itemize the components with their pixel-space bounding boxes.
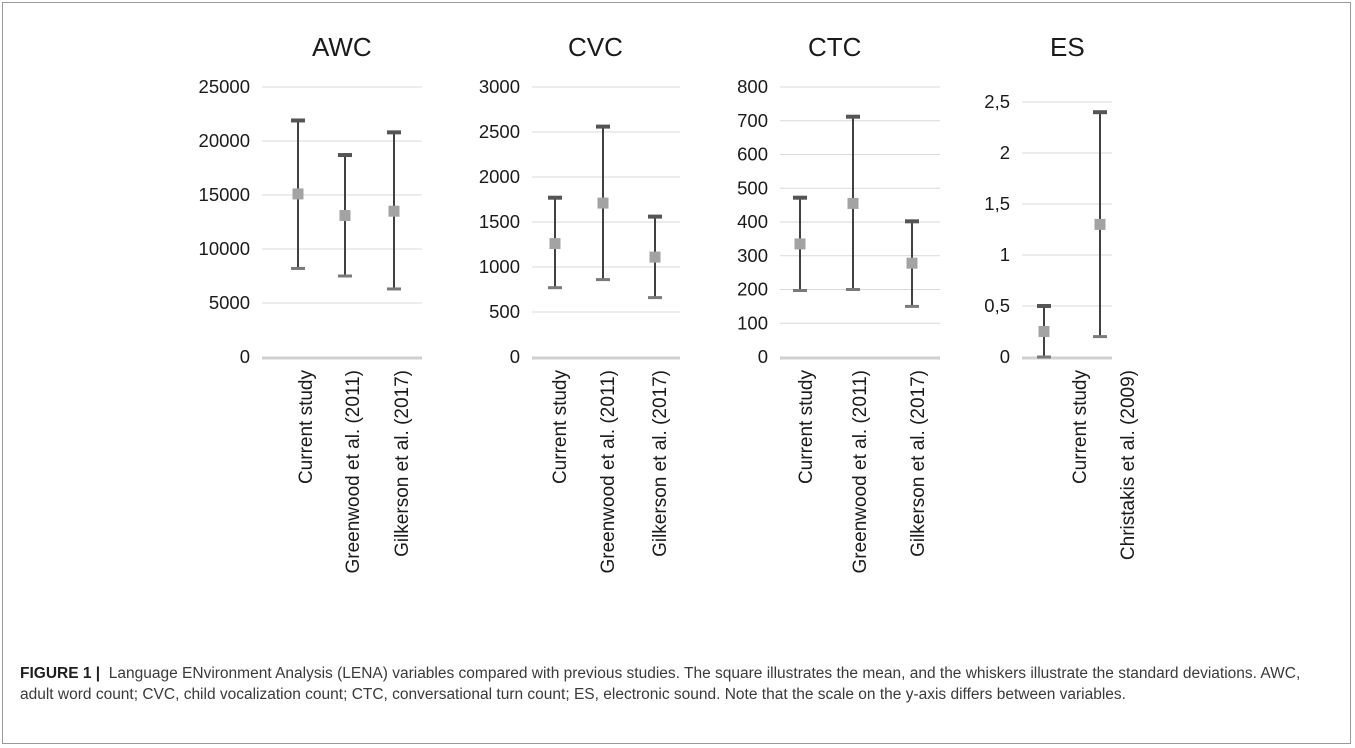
mean-marker [388,205,400,217]
y-tick-label: 400 [737,211,768,232]
y-tick-label: 1 [1000,244,1010,265]
y-tick-label: 500 [489,301,520,322]
mean-marker [292,188,304,200]
chart-title: ES [1050,32,1085,62]
chart-title: AWC [312,32,372,62]
caption-text: Language ENvironment Analysis (LENA) var… [20,665,1301,703]
y-tick-label: 3000 [479,76,520,97]
mean-marker [339,210,351,222]
mean-marker [597,197,609,209]
mean-marker [649,251,661,263]
chart-panel-ctc: CTC 0 100 200 300 400 500 600 700 800 Current stud… [737,32,940,574]
x-category-label: Greenwood et al. (2011) [598,370,619,574]
x-category-label: Gilkerson et al. (2017) [908,370,929,557]
y-tick-label: 0,5 [984,295,1010,316]
x-category-label: Greenwood et al. (2011) [343,370,364,574]
chart-panel-cvc: CVC 0 500 1000 1500 2000 2500 3000 Current study… [479,32,680,574]
y-tick-label: 200 [737,279,768,300]
y-tick-label: 5000 [209,292,250,313]
mean-marker [1094,218,1106,230]
x-category-label: Gilkerson et al. (2017) [392,370,413,557]
x-category-label: Current study [550,370,571,485]
y-tick-label: 10000 [199,238,250,259]
x-category-label: Current study [796,370,817,485]
y-tick-label: 700 [737,110,768,131]
mean-marker [1038,326,1050,337]
x-category-label: Current study [1070,370,1091,485]
y-tick-label: 15000 [199,184,250,205]
chart-title: CTC [808,32,861,62]
mean-marker [847,197,859,209]
y-tick-label: 100 [737,312,768,333]
y-tick-label: 800 [737,76,768,97]
y-tick-label: 20000 [199,130,250,151]
chart-panel-awc: AWC 0 5000 10000 15000 20000 25000 Current stud… [199,32,422,574]
y-tick-label: 0 [510,346,520,367]
mean-marker [549,238,561,250]
y-tick-label: 0 [1000,346,1010,367]
y-tick-label: 2000 [479,166,520,187]
x-category-label: Christakis et al. (2009) [1118,370,1139,560]
x-category-label: Current study [296,370,317,485]
chart-panel-es: ES 0 0,5 1 1,5 2 2,5 Current study Christakis et… [984,32,1139,560]
x-category-label: Greenwood et al. (2011) [850,370,871,574]
y-tick-label: 0 [758,346,768,367]
y-tick-label: 1000 [479,256,520,277]
mean-marker [906,257,918,269]
y-tick-label: 300 [737,245,768,266]
chart-title: CVC [568,32,623,62]
x-category-label: Gilkerson et al. (2017) [650,370,671,557]
y-tick-label: 1500 [479,211,520,232]
y-tick-label: 2500 [479,121,520,142]
caption-label: FIGURE 1 | [20,665,101,682]
y-tick-label: 1,5 [984,193,1010,214]
mean-marker [794,238,806,250]
figure-caption: FIGURE 1 | Language ENvironment Analysis… [20,663,1330,705]
y-tick-label: 2 [1000,142,1010,163]
y-tick-label: 25000 [199,76,250,97]
y-tick-label: 500 [737,177,768,198]
y-tick-label: 2,5 [984,91,1010,112]
y-tick-label: 0 [240,346,250,367]
y-tick-label: 600 [737,144,768,165]
